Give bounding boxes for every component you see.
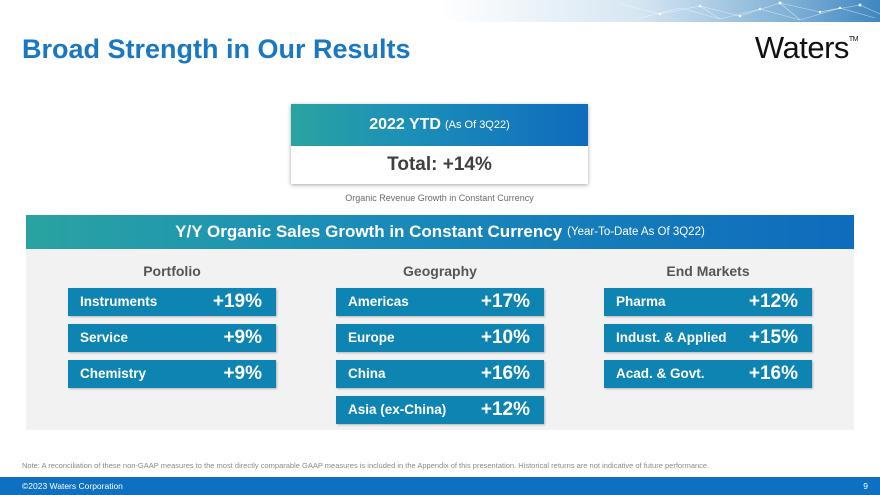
metric-label: Indust. & Applied [616, 330, 727, 345]
growth-panel-header: Y/Y Organic Sales Growth in Constant Cur… [26, 215, 854, 249]
waters-logo: WatersTM [754, 30, 859, 66]
metric-label: Americas [348, 294, 409, 309]
growth-panel-heading-note: (Year-To-Date As Of 3Q22) [567, 226, 705, 238]
ytd-summary-card: 2022 YTD (As Of 3Q22) Total: +14% [291, 104, 588, 184]
metric-tile-instruments: Instruments +19% [68, 288, 276, 316]
ytd-heading-note: (As Of 3Q22) [444, 119, 510, 131]
metric-tile-chemistry: Chemistry +9% [68, 360, 276, 388]
growth-panel: Y/Y Organic Sales Growth in Constant Cur… [26, 215, 854, 430]
metric-tile-asia-ex-china: Asia (ex-China) +12% [336, 396, 544, 424]
metric-label: Chemistry [80, 366, 147, 381]
metric-value: +12% [748, 291, 798, 312]
metric-tile-academic-government: Acad. & Govt. +16% [604, 360, 812, 388]
metric-tile-china: China +16% [336, 360, 544, 388]
metric-tile-americas: Americas +17% [336, 288, 544, 316]
column-title-geography: Geography [403, 263, 477, 279]
column-title-end-markets: End Markets [666, 263, 750, 279]
metric-tile-europe: Europe +10% [336, 324, 544, 352]
ytd-card-header: 2022 YTD (As Of 3Q22) [291, 104, 588, 146]
metric-label: Europe [348, 330, 395, 345]
metric-label: China [348, 366, 386, 381]
metric-value: +17% [480, 291, 530, 312]
metric-value: +19% [212, 291, 262, 312]
ytd-heading: 2022 YTD [369, 116, 441, 133]
logo-text: Waters [754, 30, 850, 65]
page-number: 9 [863, 481, 868, 491]
footer-bar: ©2023 Waters Corporation 9 [0, 477, 880, 495]
ytd-caption: Organic Revenue Growth in Constant Curre… [345, 193, 534, 203]
metric-label: Instruments [80, 294, 158, 309]
metric-value: +15% [748, 327, 798, 348]
metric-tile-pharma: Pharma +12% [604, 288, 812, 316]
metric-label: Asia (ex-China) [348, 402, 447, 417]
metric-label: Pharma [616, 294, 666, 309]
page-title: Broad Strength in Our Results [22, 34, 411, 64]
copyright: ©2023 Waters Corporation [22, 481, 123, 491]
metric-value: +10% [480, 327, 530, 348]
metric-value: +12% [480, 399, 530, 420]
network-decoration [440, 0, 880, 22]
metric-label: Acad. & Govt. [616, 366, 705, 381]
metric-tile-industrial-applied: Indust. & Applied +15% [604, 324, 812, 352]
column-title-portfolio: Portfolio [143, 263, 201, 279]
metric-value: +9% [223, 363, 262, 384]
footnote: Note: A reconciliation of these non-GAAP… [22, 461, 710, 470]
metric-value: +16% [480, 363, 530, 384]
metric-label: Service [80, 330, 129, 345]
metric-value: +16% [748, 363, 798, 384]
logo-trademark: TM [848, 36, 859, 43]
ytd-total-value: Total: +14% [387, 154, 492, 175]
metric-value: +9% [223, 327, 262, 348]
metric-tile-service: Service +9% [68, 324, 276, 352]
growth-panel-heading: Y/Y Organic Sales Growth in Constant Cur… [175, 222, 563, 241]
